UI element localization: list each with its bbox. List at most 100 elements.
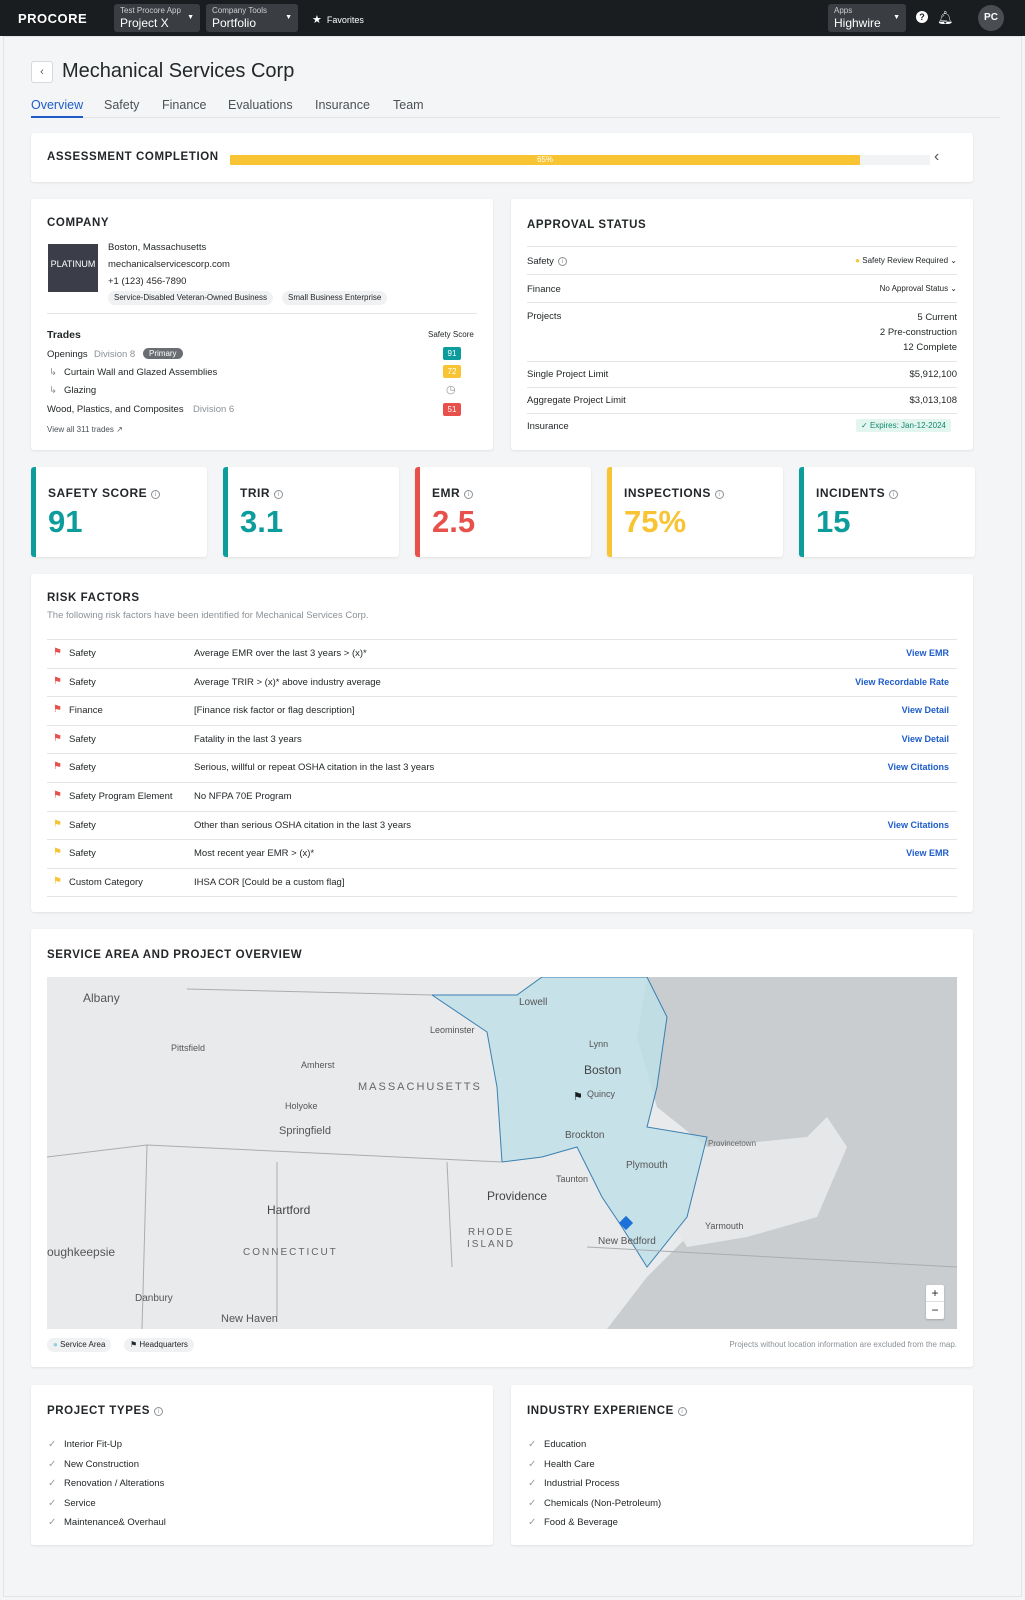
back-button[interactable]: ‹ xyxy=(31,61,53,83)
info-icon[interactable]: i xyxy=(151,490,161,499)
check-icon: ✓ xyxy=(528,1497,537,1509)
projects-complete: 12 Complete xyxy=(903,342,957,353)
zoom-out-button[interactable]: − xyxy=(926,1301,944,1318)
company-phone: +1 (123) 456-7890 xyxy=(108,276,187,287)
info-icon[interactable]: i xyxy=(464,490,474,499)
map-label: MASSACHUSETTS xyxy=(358,1081,482,1093)
map-label: Provincetown xyxy=(708,1139,757,1148)
risk-detail-link[interactable]: View EMR xyxy=(906,848,949,859)
project-types-card xyxy=(31,1385,493,1545)
risk-detail-link[interactable]: View EMR xyxy=(906,648,949,658)
list-item: Food & Beverage xyxy=(544,1517,618,1529)
map-label: RHODE xyxy=(468,1227,515,1238)
service-area-polygon xyxy=(432,977,707,1267)
metric-label: INSPECTIONS i xyxy=(624,486,724,500)
risk-detail-link[interactable]: View Detail xyxy=(901,705,949,716)
tab-finance[interactable]: Finance xyxy=(162,98,207,112)
metric-accent xyxy=(607,467,612,557)
info-icon[interactable]: i xyxy=(889,490,899,499)
tools-selector[interactable]: Company Tools Portfolio ▼ xyxy=(206,4,298,32)
approval-label: Projects xyxy=(527,311,562,322)
approval-label: Single Project Limit xyxy=(527,369,609,380)
service-area-border xyxy=(430,977,708,1268)
company-website[interactable]: mechanicalservicescorp.com xyxy=(108,259,230,270)
chevron-down-icon: ⌄ xyxy=(950,256,957,265)
divider xyxy=(527,302,957,303)
risk-detail-link[interactable]: View Detail xyxy=(901,733,949,744)
finance-status-dropdown[interactable]: No Approval Status ⌄ xyxy=(757,284,957,293)
map-label: Taunton xyxy=(556,1174,589,1184)
trade-division: Division 8 xyxy=(94,349,136,360)
map-label: Hartford xyxy=(267,1203,311,1217)
apps-selector[interactable]: Apps Highwire ▼ xyxy=(828,4,906,32)
flag-icon: ⚑ xyxy=(53,790,62,801)
map-label: Holyoke xyxy=(285,1101,318,1111)
list-item: Chemicals (Non-Petroleum) xyxy=(544,1497,662,1509)
procore-logo[interactable]: PROCORE xyxy=(18,11,88,26)
divider xyxy=(527,274,957,275)
trade-name: Openings xyxy=(47,349,88,360)
risk-description: [Finance risk factor or flag description… xyxy=(194,705,355,717)
tab-safety[interactable]: Safety xyxy=(104,98,140,112)
platinum-badge: PLATINUM xyxy=(48,244,98,292)
info-icon[interactable]: i xyxy=(714,490,724,499)
metric-value: 15 xyxy=(816,504,851,539)
info-icon[interactable]: i xyxy=(154,1407,164,1416)
view-all-trades-label: View all 311 trades xyxy=(47,425,114,434)
map-label: oughkeepsie xyxy=(47,1245,116,1259)
safety-status-value: Safety Review Required xyxy=(862,256,949,265)
avatar[interactable]: PC xyxy=(978,5,1004,31)
service-area-title: SERVICE AREA AND PROJECT OVERVIEW xyxy=(47,949,303,961)
risk-factors-title: RISK FACTORS xyxy=(47,592,140,604)
flag-icon: ⚑ xyxy=(53,704,62,716)
approval-title: APPROVAL STATUS xyxy=(527,219,647,231)
view-all-trades-link[interactable]: View all 311 trades ↗ xyxy=(47,425,123,434)
check-icon: ✓ xyxy=(528,1458,537,1470)
info-icon[interactable]: i xyxy=(274,490,283,499)
info-icon[interactable]: i xyxy=(557,257,567,266)
subtrade-arrow-icon: ↳ xyxy=(49,367,57,378)
metric-value: 2.5 xyxy=(432,504,476,539)
risk-category: Safety xyxy=(69,848,96,860)
favorites-button[interactable]: ★ Favorites xyxy=(312,13,364,26)
tab-insurance[interactable]: Insurance xyxy=(315,98,370,112)
divider xyxy=(47,753,957,755)
aggregate-project-limit-value: $3,013,108 xyxy=(909,395,957,406)
divider xyxy=(527,246,957,247)
risk-description: Most recent year EMR > (x)* xyxy=(194,848,315,860)
safety-score-header: Safety Score xyxy=(428,330,474,339)
bell-icon[interactable]: 🔔︎ xyxy=(937,10,954,25)
metric-card-trir: TRIR i 3.1 xyxy=(223,467,399,557)
chevron-left-icon[interactable]: ‹ xyxy=(934,148,940,165)
trade-name: Glazing xyxy=(64,385,97,396)
tab-overview[interactable]: Overview xyxy=(31,98,84,118)
risk-detail-link[interactable]: View Recordable Rate xyxy=(855,676,949,687)
flag-icon: ⚑ xyxy=(53,732,62,744)
safety-status-dropdown[interactable]: ● Safety Review Required ⌄ xyxy=(757,256,957,265)
map-label: Lynn xyxy=(589,1039,609,1049)
risk-detail-link[interactable]: View Citations xyxy=(887,762,949,773)
approval-label: Aggregate Project Limit xyxy=(527,395,626,406)
map-label: Providence xyxy=(487,1189,548,1203)
risk-detail-link[interactable]: View Citations xyxy=(887,819,949,830)
zoom-in-button[interactable]: + xyxy=(931,1286,939,1300)
divider xyxy=(47,313,477,314)
list-item: Education xyxy=(544,1439,587,1450)
metric-value: 3.1 xyxy=(240,504,284,539)
tab-team[interactable]: Team xyxy=(393,98,424,112)
company-location: Boston, Massachusetts xyxy=(108,242,207,253)
project-selector[interactable]: Test Procore App Project X ▼ xyxy=(114,4,200,32)
help-icon[interactable]: ? xyxy=(916,11,928,23)
finance-status-value: No Approval Status xyxy=(879,284,949,293)
headquarters-flag-icon[interactable]: ⚑ xyxy=(573,1091,583,1103)
trades-title: Trades xyxy=(47,329,81,341)
info-icon[interactable]: i xyxy=(677,1407,687,1416)
divider xyxy=(47,867,957,869)
company-card xyxy=(31,199,493,450)
tab-evaluations[interactable]: Evaluations xyxy=(228,98,293,112)
risk-category: Safety xyxy=(69,762,96,774)
metric-accent xyxy=(799,467,804,557)
service-area-map[interactable]: Albany Lowell Leominster Lynn Pittsfield… xyxy=(47,977,957,1329)
service-area-dot-icon: ● xyxy=(53,1340,58,1349)
industry-experience-card xyxy=(511,1385,973,1545)
